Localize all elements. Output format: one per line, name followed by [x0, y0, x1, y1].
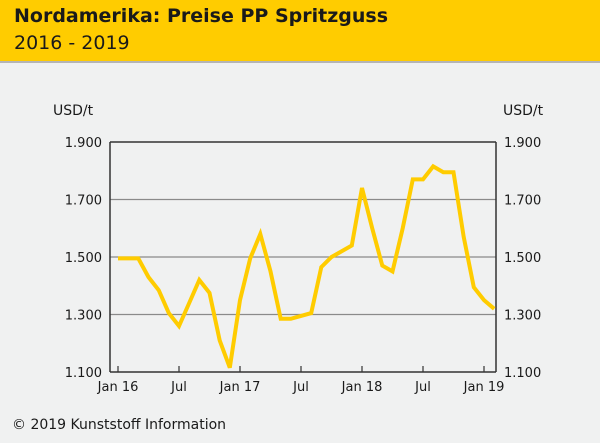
chart-subtitle: 2016 - 2019: [14, 32, 130, 54]
x-tick-label: Jul: [170, 380, 187, 395]
chart-header: Nordamerika: Preise PP Spritzguss 2016 -…: [0, 0, 600, 63]
copyright-footer: © 2019 Kunststoff Information: [12, 417, 227, 433]
y-tick-label-right: 1.300: [504, 309, 541, 324]
y-axis-unit-right: USD/t: [503, 103, 544, 119]
y-tick-label-right: 1.900: [504, 136, 541, 151]
y-tick-label-left: 1.500: [65, 251, 102, 266]
y-tick-label-left: 1.300: [65, 309, 102, 324]
chart-title: Nordamerika: Preise PP Spritzguss: [14, 5, 389, 27]
y-tick-label-left: 1.100: [65, 366, 102, 381]
y-tick-label-right: 1.100: [504, 366, 541, 381]
y-tick-label-left: 1.900: [65, 136, 102, 151]
y-axis-unit-left: USD/t: [53, 103, 94, 119]
x-tick-label: Jan 16: [97, 380, 139, 395]
x-tick-label: Jan 19: [463, 380, 505, 395]
y-tick-label-right: 1.700: [504, 194, 541, 209]
x-tick-label: Jan 18: [341, 380, 383, 395]
x-tick-label: Jul: [414, 380, 431, 395]
y-tick-label-left: 1.700: [65, 194, 102, 209]
x-tick-label: Jan 17: [219, 380, 261, 395]
y-tick-label-right: 1.500: [504, 251, 541, 266]
series-line: [118, 163, 496, 369]
x-tick-label: Jul: [292, 380, 309, 395]
